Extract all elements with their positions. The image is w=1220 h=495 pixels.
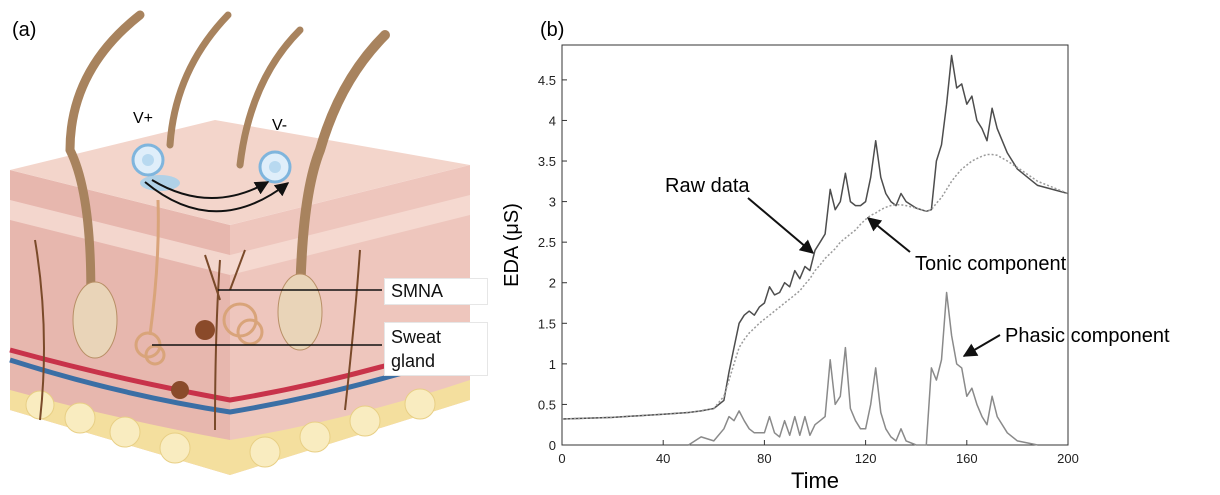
y-tick-label: 4 xyxy=(549,113,556,128)
series-line xyxy=(561,153,1069,420)
electrode-label: V+ xyxy=(133,110,153,127)
skin-top-face xyxy=(10,120,470,225)
annotation-arrow xyxy=(747,197,815,254)
hairs xyxy=(65,10,390,335)
spacer xyxy=(810,195,813,253)
epidermis-layer xyxy=(10,195,470,275)
x-tick-label: 0 xyxy=(558,451,565,466)
receptor xyxy=(171,381,189,399)
follicle xyxy=(277,273,323,351)
current-arrow xyxy=(151,179,270,199)
panel-label: (b) xyxy=(540,19,564,41)
skin-illustration xyxy=(9,10,471,475)
y-tick-label: 1 xyxy=(549,357,556,372)
x-tick-label: 200 xyxy=(1057,451,1079,466)
plot-frame xyxy=(561,44,1069,446)
y-tick-label: 0.5 xyxy=(538,397,556,412)
y-tick-label: 2 xyxy=(549,276,556,291)
sweat-gland-label: Sweat gland xyxy=(384,322,488,376)
y-tick-label: 1.5 xyxy=(538,316,556,331)
annotation-arrow xyxy=(866,217,911,253)
y-tick-label: 0 xyxy=(549,438,556,453)
sweat-glands xyxy=(134,199,264,366)
smna-label: SMNA xyxy=(384,278,488,305)
x-tick-label: 40 xyxy=(656,451,670,466)
series-line xyxy=(561,54,1069,420)
current-arrow xyxy=(144,181,290,213)
x-tick-label: 80 xyxy=(757,451,771,466)
receptor xyxy=(195,320,215,340)
annotation-arrow xyxy=(962,334,1001,357)
x-tick-label: 160 xyxy=(956,451,978,466)
fat-cells xyxy=(25,388,436,468)
x-axis-label: Time xyxy=(791,468,839,493)
y-tick-label: 4.5 xyxy=(538,73,556,88)
electrode-label: V- xyxy=(272,117,287,134)
series-line xyxy=(688,291,1038,446)
x-tick-label: 120 xyxy=(855,451,877,466)
y-tick-label: 2.5 xyxy=(538,235,556,250)
annotation: Raw data xyxy=(665,175,750,197)
y-tick-label: 3.5 xyxy=(538,154,556,169)
panel-label: (a) xyxy=(12,19,36,41)
annotation: Tonic component xyxy=(915,253,1067,275)
annotation: Phasic component xyxy=(1005,325,1170,347)
y-axis-label: EDA (μS) xyxy=(501,203,523,287)
follicle xyxy=(72,281,118,359)
nerves xyxy=(34,239,361,431)
y-tick-label: 3 xyxy=(549,195,556,210)
